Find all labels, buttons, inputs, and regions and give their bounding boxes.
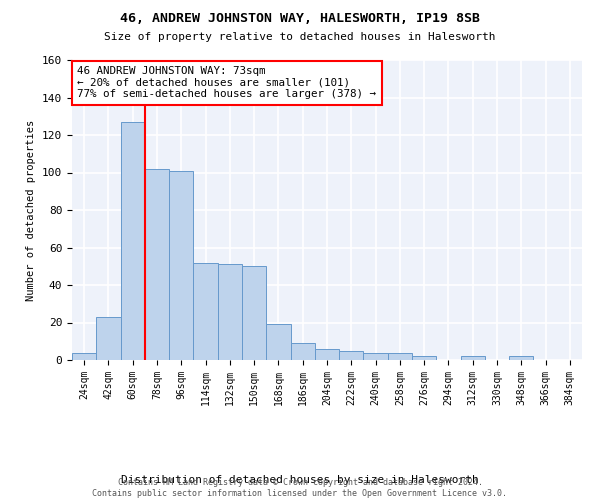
Text: 46, ANDREW JOHNSTON WAY, HALESWORTH, IP19 8SB: 46, ANDREW JOHNSTON WAY, HALESWORTH, IP1… (120, 12, 480, 26)
Bar (169, 170, 193, 360)
Bar (242, 266, 266, 360)
Bar (388, 352, 412, 360)
Bar (364, 352, 388, 360)
Bar (461, 356, 485, 360)
Bar (218, 264, 242, 360)
Bar (315, 349, 339, 360)
Bar (193, 262, 218, 360)
Bar (266, 324, 290, 360)
Bar (145, 169, 169, 360)
Bar (121, 122, 145, 360)
Bar (509, 356, 533, 360)
Text: Contains HM Land Registry data © Crown copyright and database right 2024.
Contai: Contains HM Land Registry data © Crown c… (92, 478, 508, 498)
Bar (412, 356, 436, 360)
Y-axis label: Number of detached properties: Number of detached properties (26, 120, 37, 300)
Text: Distribution of detached houses by size in Halesworth: Distribution of detached houses by size … (121, 475, 479, 485)
Bar (290, 343, 315, 360)
Text: Size of property relative to detached houses in Halesworth: Size of property relative to detached ho… (104, 32, 496, 42)
Bar (96, 317, 121, 360)
Bar (72, 352, 96, 360)
Text: 46 ANDREW JOHNSTON WAY: 73sqm
← 20% of detached houses are smaller (101)
77% of : 46 ANDREW JOHNSTON WAY: 73sqm ← 20% of d… (77, 66, 376, 99)
Bar (339, 350, 364, 360)
